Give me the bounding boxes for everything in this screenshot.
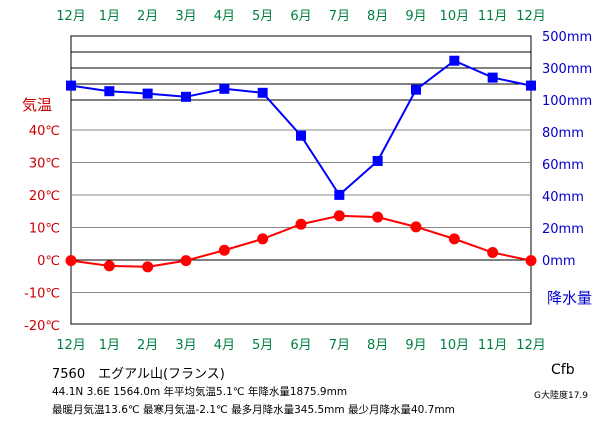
temperature-tick-label: 30℃: [29, 157, 60, 172]
precipitation-tick-label: 60mm: [542, 158, 584, 173]
top-month-label: 12月: [56, 9, 86, 24]
precipitation-line: [70, 59, 532, 197]
temperature-point: [487, 247, 499, 259]
bottom-month-label: 7月: [329, 338, 350, 353]
precipitation-point: [104, 86, 115, 97]
bottom-month-label: 2月: [137, 338, 158, 353]
top-month-label: 3月: [175, 9, 196, 24]
precipitation-point: [181, 91, 191, 102]
precipitation-tick-label: 80mm: [542, 126, 584, 141]
precipitation-point: [372, 155, 383, 166]
top-month-label: 12月: [516, 9, 546, 24]
precipitation-point: [411, 84, 421, 95]
bottom-month-label: 3月: [175, 338, 196, 353]
top-month-label: 4月: [214, 9, 235, 24]
bottom-month-label: 4月: [214, 338, 235, 353]
temperature-point: [218, 244, 230, 256]
bottom-month-label: 6月: [290, 338, 311, 353]
top-month-label: 9月: [405, 9, 426, 24]
bottom-month-label: 5月: [252, 338, 273, 353]
temperature-axis: 気温 40℃ 30℃ 20℃ 10℃ 0℃ -10℃ -20℃: [22, 96, 60, 334]
bottom-month-label: 8月: [367, 338, 388, 353]
bottom-month-label: 12月: [516, 338, 546, 353]
temperature-tick-label: 0℃: [37, 254, 60, 269]
precipitation-series: [66, 55, 536, 200]
temperature-point: [180, 255, 192, 267]
precipitation-tick-label: 100mm: [542, 94, 592, 109]
bottom-month-label: 9月: [405, 338, 426, 353]
top-month-label: 7月: [329, 9, 350, 24]
temperature-point: [295, 218, 307, 230]
top-month-labels: 12月 1月 2月 3月 4月 5月 6月 7月 8月 9月 10月 11月 12月: [56, 9, 546, 24]
precipitation-axis: 500mm 300mm 100mm 80mm 60mm 40mm 20mm 0mm 降水量: [542, 30, 592, 307]
top-month-label: 1月: [99, 9, 120, 24]
bottom-month-labels: 12月 1月 2月 3月 4月 5月 6月 7月 8月 9月 10月 11月 12月: [56, 338, 546, 353]
temperature-tick-label: 40℃: [29, 124, 60, 139]
temperature-point: [142, 261, 154, 273]
temperature-series: [65, 210, 537, 273]
temperature-point: [525, 255, 537, 267]
station-summary: 44.1N 3.6E 1564.0m 年平均気温5.1℃ 年降水量1875.9m…: [52, 386, 348, 398]
precipitation-point: [257, 87, 268, 98]
precipitation-point: [449, 55, 460, 66]
top-month-label: 6月: [290, 9, 311, 24]
temperature-point: [372, 211, 384, 223]
precipitation-point: [334, 189, 345, 200]
chart-grid: [70, 35, 532, 325]
precipitation-tick-label: 0mm: [542, 254, 576, 269]
temperature-point: [257, 233, 269, 245]
plot-frame: [70, 35, 532, 325]
temperature-point: [410, 221, 422, 233]
continentality-index: G大陸度17.9: [534, 391, 589, 401]
temperature-tick-label: 20℃: [29, 189, 60, 204]
top-month-label: 10月: [440, 9, 470, 24]
top-month-label: 8月: [367, 9, 388, 24]
temperature-axis-title: 気温: [22, 96, 52, 114]
top-month-label: 2月: [137, 9, 158, 24]
temperature-point: [333, 210, 345, 222]
station-id-name: 7560 エグアル山(フランス): [52, 367, 225, 382]
top-month-label: 5月: [252, 9, 273, 24]
top-month-label: 11月: [478, 9, 508, 24]
precipitation-point: [66, 80, 76, 91]
precipitation-point: [142, 88, 153, 99]
temperature-tick-label: -20℃: [24, 319, 60, 334]
precipitation-point: [219, 83, 230, 94]
temperature-tick-label: -10℃: [24, 287, 60, 302]
precipitation-axis-title: 降水量: [547, 289, 592, 307]
bottom-month-label: 1月: [99, 338, 120, 353]
precipitation-point: [296, 130, 306, 141]
precipitation-tick-label: 300mm: [542, 62, 592, 77]
bottom-month-label: 11月: [478, 338, 508, 353]
station-extremes: 最暖月気温13.6℃ 最寒月気温-2.1℃ 最多月降水量345.5mm 最少月降…: [52, 404, 455, 416]
precipitation-tick-label: 40mm: [542, 190, 584, 205]
precipitation-point: [487, 72, 498, 83]
precipitation-point: [526, 80, 536, 91]
temperature-tick-label: 10℃: [29, 222, 60, 237]
temperature-point: [65, 255, 77, 267]
bottom-month-label: 10月: [440, 338, 470, 353]
bottom-month-label: 12月: [56, 338, 86, 353]
precipitation-tick-label: 20mm: [542, 222, 584, 237]
temperature-point: [448, 233, 460, 245]
temperature-point: [103, 260, 115, 272]
climate-class: Cfb: [551, 362, 575, 378]
precipitation-tick-label: 500mm: [542, 30, 592, 45]
